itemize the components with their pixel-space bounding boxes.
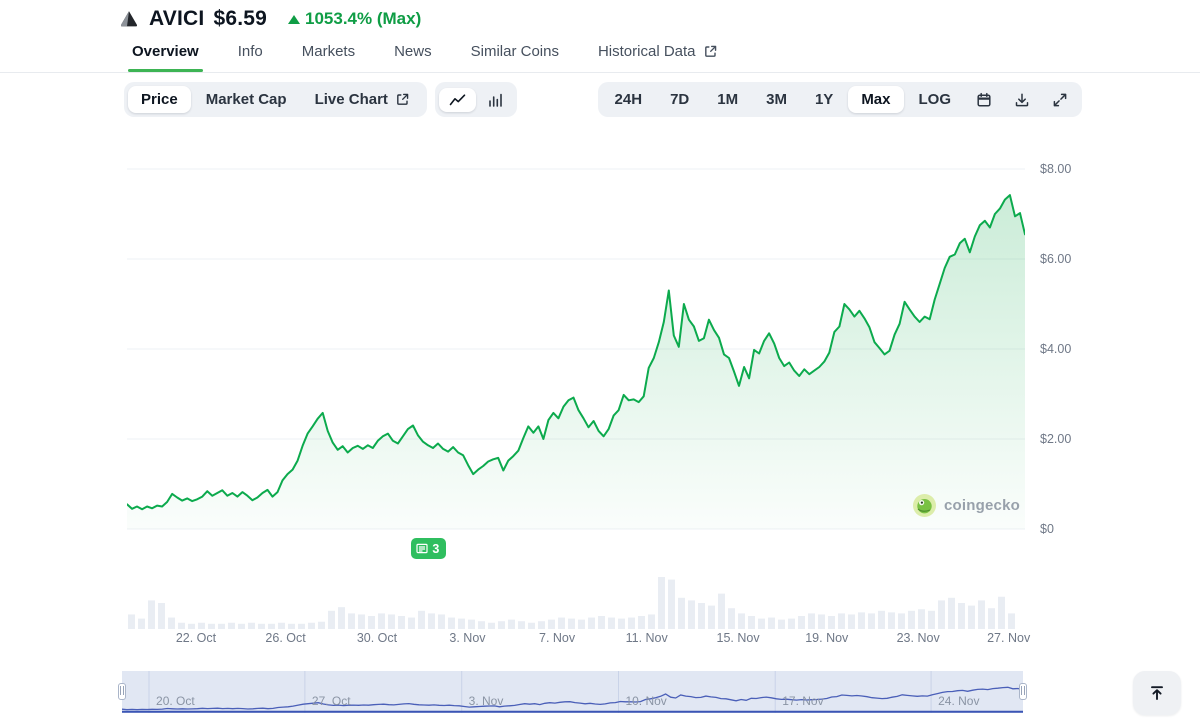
navigator-date-tick: 24. Nov [938,694,980,708]
metric-option-price[interactable]: Price [128,86,191,113]
range-option-1m[interactable]: 1M [704,86,751,113]
navigator-date-tick: 17. Nov [782,694,824,708]
navigator-right-handle[interactable] [1019,683,1027,700]
tab-label: Historical Data [597,43,696,60]
chart-toolbar: Price Market Cap Live Chart 24H 7D 1M 3M 1Y Max… [124,82,1082,117]
navigator-left-handle[interactable] [118,683,126,700]
tab-markets[interactable]: Markets [301,41,356,71]
tab-info[interactable]: Info [237,41,264,71]
navigator-date-tick: 10. Nov [625,694,667,708]
external-link-icon [395,92,410,107]
navigator-series [122,671,1023,713]
coin-nav-tabs: Overview Info Markets News Similar Coins Hist… [0,41,1200,73]
range-option-label: 24H [614,91,643,108]
download-icon [1014,92,1030,108]
y-axis-tick: $8.00 [1040,162,1072,176]
tab-label: Overview [132,43,199,60]
toolbar-left-group: Price Market Cap Live Chart [124,82,517,117]
expand-button[interactable] [1042,87,1078,113]
metric-option-label: Price [141,91,178,108]
metric-option-live-chart[interactable]: Live Chart [302,86,423,113]
metric-option-market-cap[interactable]: Market Cap [193,86,300,113]
scroll-to-top-icon [1148,684,1166,702]
coin-name: AVICI [149,7,205,30]
navigator-date-tick: 3. Nov [468,694,504,708]
x-axis-tick: 19. Nov [805,631,849,645]
price-change: 1053.4% (Max) [288,9,421,29]
range-option-24h[interactable]: 24H [602,86,656,113]
watermark-text: coingecko [944,497,1020,514]
tab-news[interactable]: News [393,41,433,71]
y-axis-tick: $6.00 [1040,252,1072,266]
metric-option-label: Live Chart [314,91,388,108]
tab-overview[interactable]: Overview [128,41,203,72]
bar-chart-button[interactable] [478,88,513,112]
range-option-max[interactable]: Max [848,86,904,113]
x-axis-tick: 30. Oct [356,631,398,645]
tab-label: News [394,43,432,60]
x-axis-tick: 23. Nov [896,631,940,645]
x-axis-tick: 3. Nov [449,631,486,645]
expand-icon [1052,92,1068,108]
range-option-label: 3M [766,91,787,108]
tab-historical-data[interactable]: Historical Data [597,41,719,71]
y-axis-tick: $4.00 [1040,342,1072,356]
coin-logo-icon [118,8,140,30]
tab-label: Similar Coins [470,43,559,60]
chart-navigator[interactable]: 20. Oct 27. Oct 3. Nov 10. Nov 17. Nov 24. No… [122,671,1023,713]
newspaper-icon [416,543,428,554]
tab-similar-coins[interactable]: Similar Coins [470,41,560,71]
range-switcher: 24H 7D 1M 3M 1Y Max LOG [597,82,1082,117]
navigator-date-tick: 20. Oct [156,694,195,708]
x-axis-tick: 15. Nov [716,631,760,645]
up-triangle-icon [288,14,301,24]
range-option-label: Max [861,91,891,108]
x-axis-tick: 7. Nov [539,631,576,645]
chart-type-switcher [434,82,517,117]
metric-switcher: Price Market Cap Live Chart [124,82,427,117]
download-button[interactable] [1004,87,1040,113]
range-option-1y[interactable]: 1Y [802,86,846,113]
range-option-label: 7D [670,91,690,108]
range-option-label: 1Y [814,91,834,108]
calendar-icon [976,92,992,108]
x-axis-tick: 11. Nov [625,631,668,645]
tab-label: Info [237,43,263,60]
price-change-label: 1053.4% (Max) [305,9,422,28]
scroll-to-top-button[interactable] [1133,671,1181,715]
price-chart[interactable] [127,150,1025,530]
line-chart-icon [449,93,466,107]
navigator-date-tick: 27. Oct [311,694,351,708]
range-option-7d[interactable]: 7D [657,86,702,113]
calendar-button[interactable] [966,87,1002,113]
news-flag-count: 3 [432,541,440,556]
bar-chart-icon [488,93,503,107]
metric-option-label: Market Cap [205,91,287,108]
y-axis-tick: $0 [1040,522,1054,536]
news-flag-badge[interactable]: 3 [411,538,447,559]
x-axis-tick: 22. Oct [175,631,217,645]
x-axis-tick: 27. Nov [987,631,1031,645]
volume-chart [128,577,1015,629]
coingecko-watermark: coingecko [912,493,1020,518]
tab-label: Markets [301,43,356,60]
range-option-label: 1M [717,91,739,108]
gecko-icon [912,493,937,518]
coin-price: $6.59 [213,7,268,30]
line-chart-button[interactable] [438,87,476,112]
range-option-3m[interactable]: 3M [753,86,800,113]
range-option-log[interactable]: LOG [906,86,965,113]
coin-header: AVICI $6.59 1053.4% (Max) [118,7,421,31]
range-option-label: LOG [918,91,952,108]
external-link-icon [703,44,718,59]
x-axis-tick: 26. Oct [265,631,306,645]
y-axis-tick: $2.00 [1040,432,1072,446]
